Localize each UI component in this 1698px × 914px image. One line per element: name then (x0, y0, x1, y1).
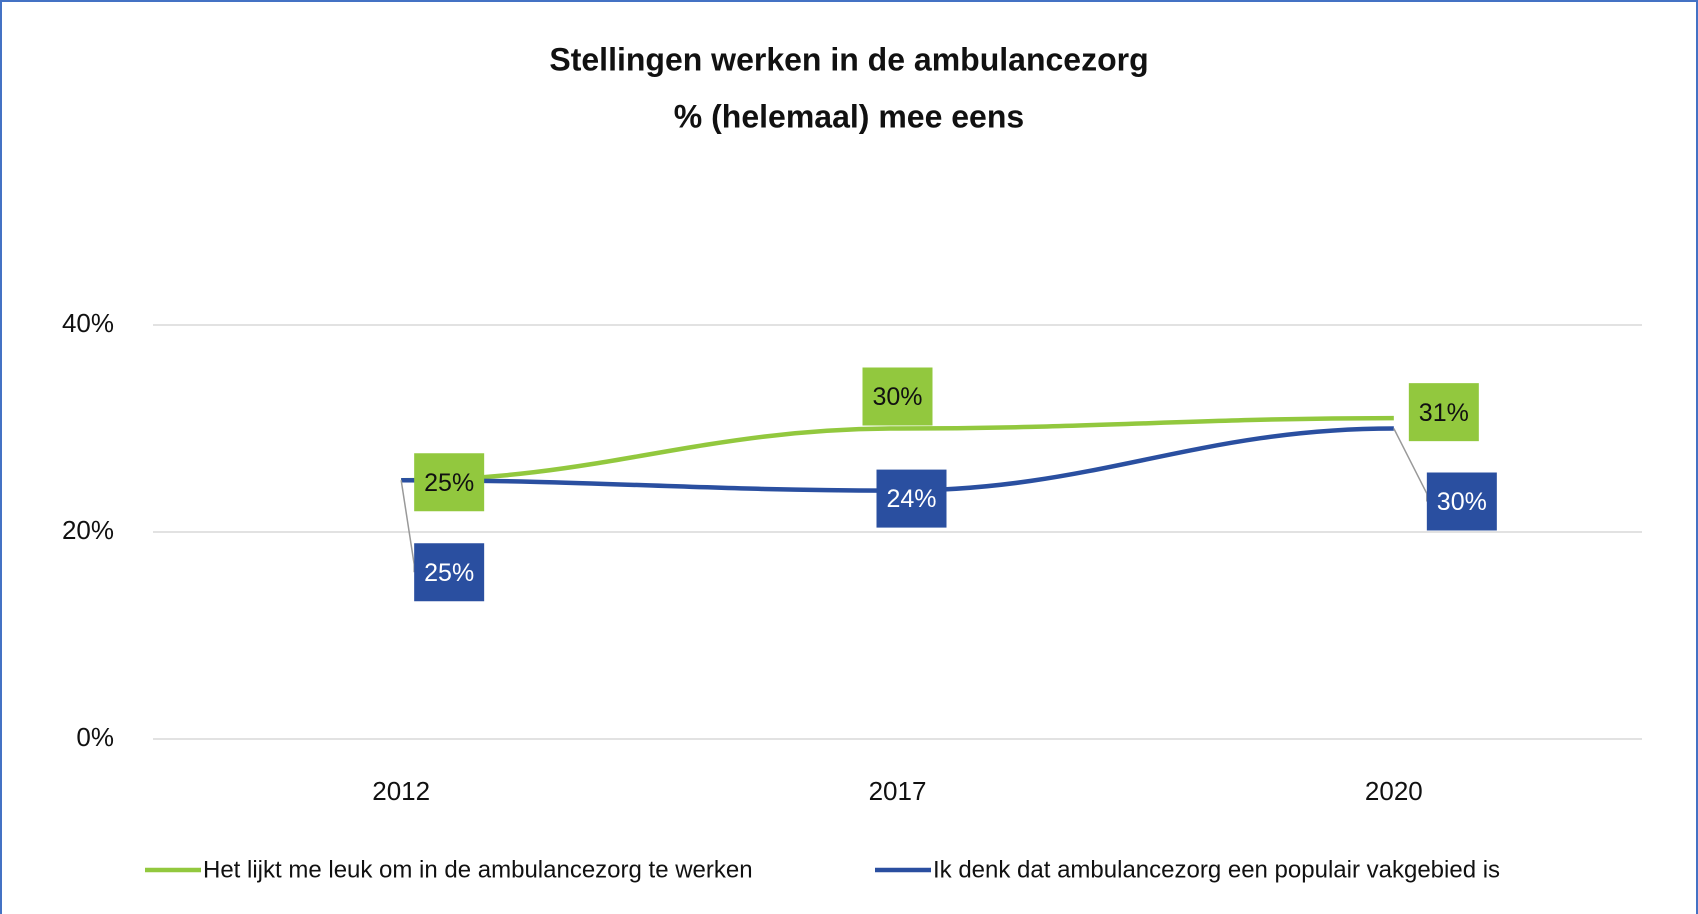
legend-label: Het lijkt me leuk om in de ambulancezorg… (203, 856, 753, 883)
label-box (1408, 383, 1479, 442)
label-box (876, 469, 947, 528)
y-tick-label: 20% (62, 515, 114, 545)
label-box (1426, 472, 1497, 531)
data-label: 31% (1419, 399, 1469, 427)
label-box (414, 543, 485, 602)
label-box (862, 367, 933, 426)
chart-subtitle: % (helemaal) mee eens (674, 98, 1024, 134)
y-tick-label: 0% (76, 722, 114, 752)
series-line (401, 415, 1394, 483)
data-label: 24% (886, 485, 936, 513)
y-tick-label: 40% (62, 308, 114, 338)
leader-line (400, 480, 415, 573)
x-tick-label: 2017 (869, 776, 927, 806)
chart-title: Stellingen werken in de ambulancezorg (549, 41, 1148, 77)
data-label: 25% (424, 559, 474, 587)
label-box (414, 453, 485, 512)
legend-label: Ik denk dat ambulancezorg een populair v… (933, 856, 1500, 883)
x-tick-label: 2012 (372, 776, 430, 806)
x-tick-label: 2020 (1365, 776, 1423, 806)
data-label: 30% (872, 383, 922, 411)
data-label: 30% (1437, 488, 1487, 516)
data-label: 25% (424, 469, 474, 497)
